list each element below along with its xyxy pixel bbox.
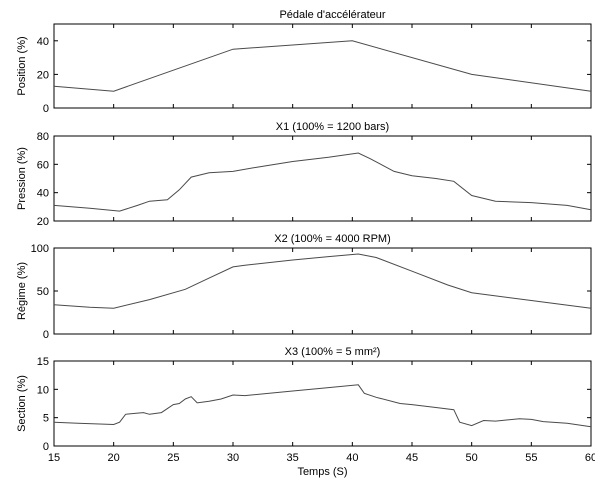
y-tick-label-2-0: 20 bbox=[37, 216, 49, 228]
series-line-3-0 bbox=[53, 253, 592, 309]
chart-title-4: X3 (100% = 5 mm²) bbox=[285, 346, 381, 358]
y-tick-label-1-1: 20 bbox=[37, 69, 49, 81]
chart-title-3: X2 (100% = 4000 RPM) bbox=[274, 233, 390, 245]
y-tick-label-3-1: 50 bbox=[37, 286, 49, 298]
y-tick-label-4-2: 10 bbox=[37, 384, 49, 396]
y-tick-label-3-2: 100 bbox=[31, 243, 49, 255]
axes-box-4 bbox=[53, 360, 592, 447]
axes-box-2 bbox=[53, 135, 592, 222]
x-tick-label-0: 15 bbox=[48, 452, 60, 464]
y-axis-label-2: Pression (%) bbox=[16, 147, 28, 210]
x-tick-label-1: 20 bbox=[108, 452, 120, 464]
x-tick-label-5: 40 bbox=[346, 452, 358, 464]
y-tick-label-3-0: 0 bbox=[43, 329, 49, 341]
series-line-2-0 bbox=[53, 152, 592, 212]
chart-title-2: X1 (100% = 1200 bars) bbox=[276, 121, 389, 133]
y-tick-label-2-2: 60 bbox=[37, 159, 49, 171]
x-tick-label-4: 35 bbox=[287, 452, 299, 464]
series-line-1-0 bbox=[53, 40, 592, 92]
axes-box-1 bbox=[53, 23, 592, 109]
x-tick-label-8: 55 bbox=[525, 452, 537, 464]
axes-box-3 bbox=[53, 247, 592, 335]
chart-title-1: Pédale d'accélérateur bbox=[279, 9, 385, 21]
x-tick-label-7: 50 bbox=[466, 452, 478, 464]
y-tick-label-4-0: 0 bbox=[43, 441, 49, 453]
y-tick-label-4-1: 5 bbox=[43, 413, 49, 425]
y-axis-label-4: Section (%) bbox=[16, 375, 28, 432]
x-tick-label-2: 25 bbox=[167, 452, 179, 464]
x-tick-label-6: 45 bbox=[406, 452, 418, 464]
x-tick-label-3: 30 bbox=[227, 452, 239, 464]
y-tick-label-1-2: 40 bbox=[37, 36, 49, 48]
x-axis-label: Temps (S) bbox=[297, 466, 347, 478]
y-tick-label-2-1: 40 bbox=[37, 188, 49, 200]
y-tick-label-1-0: 0 bbox=[43, 103, 49, 115]
y-tick-label-4-3: 15 bbox=[37, 356, 49, 368]
x-tick-label-9: 60 bbox=[585, 452, 595, 464]
series-line-4-0 bbox=[53, 384, 592, 428]
y-tick-label-2-3: 80 bbox=[37, 131, 49, 143]
y-axis-label-3: Régime (%) bbox=[16, 262, 28, 320]
y-axis-label-1: Position (%) bbox=[16, 36, 28, 95]
